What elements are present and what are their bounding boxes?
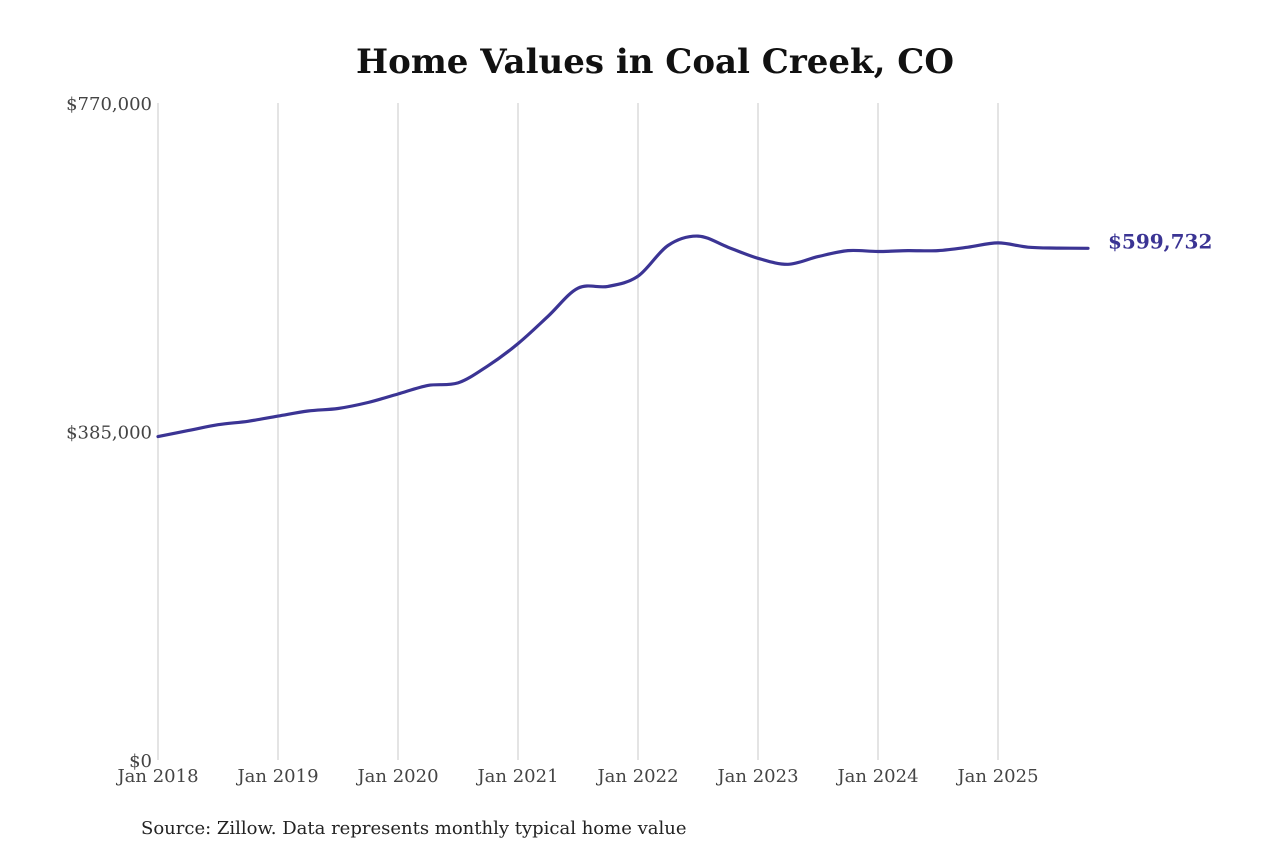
series-layer: $599,732 (156, 229, 1212, 439)
x-tick-label-1: Jan 2019 (235, 766, 318, 787)
y-tick-label-0: $0 (129, 751, 152, 772)
source-note: Source: Zillow. Data represents monthly … (141, 818, 687, 839)
y-tick-label-2: $770,000 (66, 94, 152, 115)
chart-title: Home Values in Coal Creek, CO (356, 42, 954, 82)
x-axis-ticks: Jan 2018 Jan 2019 Jan 2020 Jan 2021 Jan 2022… (115, 766, 1038, 787)
x-tick-label-0: Jan 2018 (115, 766, 198, 787)
x-tick-label-3: Jan 2021 (475, 766, 558, 787)
y-axis-ticks: $0 $385,000 $770,000 (66, 94, 152, 772)
x-tick-label-5: Jan 2023 (715, 766, 798, 787)
x-tick-label-6: Jan 2024 (835, 766, 918, 787)
y-tick-label-1: $385,000 (66, 423, 152, 444)
x-tick-label-7: Jan 2025 (955, 766, 1038, 787)
grid-lines (157, 103, 999, 760)
x-tick-label-2: Jan 2020 (355, 766, 438, 787)
x-tick-label-4: Jan 2022 (595, 766, 678, 787)
end-value-label: $599,732 (1108, 229, 1212, 253)
series-line-0 (156, 234, 1090, 439)
